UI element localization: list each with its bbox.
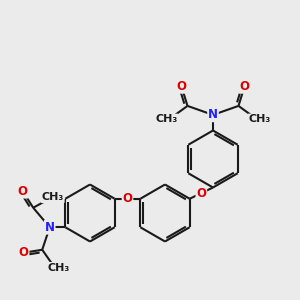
Text: CH₃: CH₃ [42, 192, 64, 202]
Text: CH₃: CH₃ [48, 263, 70, 273]
Text: O: O [196, 187, 206, 200]
Text: N: N [208, 108, 218, 122]
Text: O: O [176, 80, 187, 93]
Text: O: O [239, 80, 250, 93]
Text: O: O [122, 192, 133, 205]
Text: N: N [45, 221, 55, 234]
Text: O: O [18, 185, 28, 198]
Text: CH₃: CH₃ [248, 114, 271, 124]
Text: O: O [19, 246, 28, 259]
Text: CH₃: CH₃ [155, 114, 178, 124]
